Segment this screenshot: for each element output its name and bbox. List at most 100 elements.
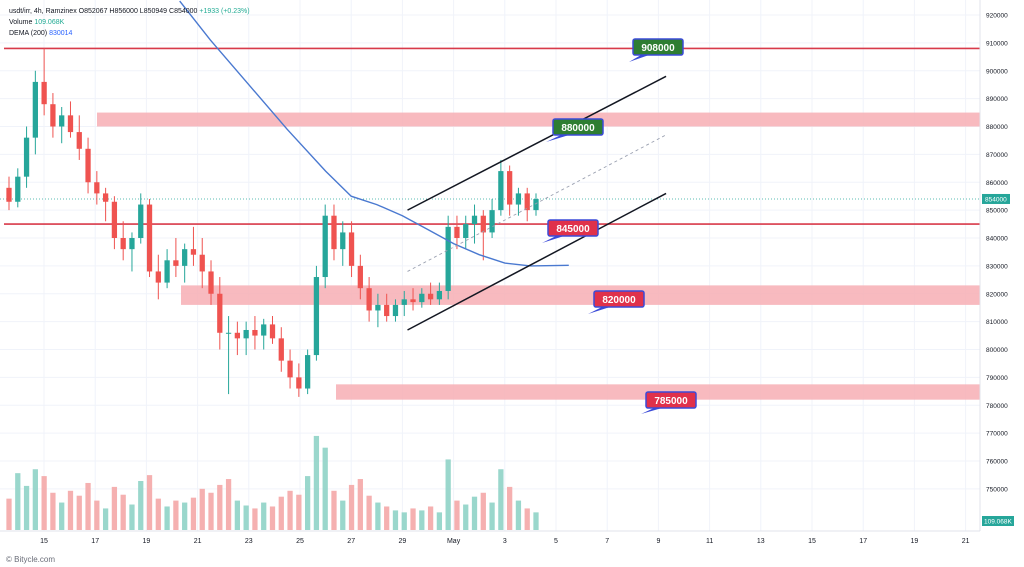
volume-bar	[331, 490, 337, 530]
volume-bar	[278, 496, 284, 530]
volume-bar	[76, 495, 82, 530]
candle-body	[410, 299, 416, 303]
level-label-box	[632, 38, 684, 56]
candle-body	[199, 254, 205, 272]
volume-bar	[23, 485, 30, 530]
volume-badge	[982, 516, 1014, 526]
candle-body	[138, 204, 144, 238]
candle-body	[401, 299, 407, 305]
volume-bar	[199, 488, 205, 530]
time-tick-label: May	[447, 538, 461, 545]
price-tick-label: 880000	[986, 124, 1008, 131]
candle-body	[76, 132, 82, 149]
candle-body	[85, 148, 91, 183]
candle-body	[313, 277, 320, 356]
time-tick-label: 19	[911, 538, 919, 545]
volume-bar	[454, 500, 460, 530]
volume-bar	[384, 506, 390, 530]
volume-bar	[261, 502, 267, 530]
level-label-pointer	[542, 236, 564, 243]
volume-bar	[120, 494, 126, 530]
price-tick-label: 860000	[986, 180, 1008, 187]
volume-bar	[173, 500, 179, 530]
price-tick-label: 750000	[986, 486, 1008, 493]
candle-body	[50, 104, 56, 127]
volume-bar	[129, 504, 135, 530]
time-axis[interactable]: 15 17 19 21 23 25 27 29 May 3 5 7 9 11 13 15 17 19 21	[40, 538, 969, 545]
volume-bar	[94, 500, 100, 530]
volume-bar	[313, 435, 320, 530]
legend-dema-row[interactable]: DEMA (200) 830014	[9, 28, 250, 39]
candle-body	[419, 293, 425, 303]
legend-dema-value: 830014	[49, 30, 73, 37]
price-axis[interactable]: 920000 910000 900000 890000 880000 870000 8600…	[982, 13, 1014, 527]
candle-body	[252, 329, 258, 336]
candle-body	[182, 249, 188, 266]
volume-bar	[304, 476, 311, 530]
time-tick-label: 19	[143, 538, 151, 545]
legend-symbol[interactable]: usdt/irr, 4h, Ramzinex	[9, 8, 77, 15]
channel-lower-line	[407, 192, 667, 331]
candle-body	[120, 238, 126, 250]
candle-body	[322, 215, 328, 278]
volume-bar	[146, 475, 153, 530]
time-tick-label: 15	[808, 538, 816, 545]
volume-bar	[340, 500, 346, 530]
candle-body	[41, 81, 47, 105]
candle-body	[146, 204, 153, 272]
volume-badge-text: 109.068K	[984, 519, 1012, 526]
candle-body	[67, 115, 74, 133]
candle-body	[480, 215, 486, 233]
volume-bar	[366, 495, 372, 530]
candle-body	[445, 226, 451, 291]
volume-bar	[480, 492, 486, 530]
volume-bar	[85, 482, 91, 530]
time-tick-label: 21	[194, 538, 202, 545]
watermark-footer: © Bitycle.com	[6, 555, 56, 564]
legend-volume-value: 109.068K	[34, 19, 65, 26]
legend-volume-row[interactable]: Volume 109.068K	[9, 17, 250, 28]
legend-close: C854000	[169, 8, 198, 15]
last-price-badge	[982, 193, 1010, 204]
candle-body	[102, 193, 109, 202]
price-tick-label: 780000	[986, 403, 1008, 410]
candle-body	[357, 265, 363, 289]
candle-body	[6, 187, 12, 202]
volume-bar	[59, 502, 65, 530]
time-tick-label: 23	[245, 538, 253, 545]
volume-bar	[375, 502, 381, 530]
candle-body	[225, 332, 232, 334]
candle-body	[427, 293, 434, 300]
time-tick-label: 13	[757, 538, 765, 545]
support-resistance-zone	[181, 285, 980, 305]
time-tick-label: 29	[399, 538, 407, 545]
volume-bar	[524, 508, 530, 530]
candle-body	[436, 290, 443, 300]
candle-body	[208, 271, 214, 294]
level-label-pointer	[641, 408, 662, 414]
volume-bars	[6, 435, 539, 530]
time-tick-label: 7	[605, 538, 609, 545]
volume-bar	[67, 490, 74, 530]
price-tick-label: 810000	[986, 319, 1008, 326]
legend-low: L850949	[139, 8, 168, 15]
candle-body	[515, 193, 522, 205]
candle-body	[287, 360, 293, 378]
volume-bar	[111, 486, 118, 530]
candle-body	[348, 232, 355, 266]
volume-bar	[445, 459, 451, 530]
candlesticks[interactable]	[6, 48, 539, 397]
price-tick-label: 910000	[986, 40, 1008, 47]
candle-body	[278, 338, 284, 361]
level-label-box	[645, 391, 697, 409]
volume-bar	[182, 502, 188, 530]
candle-body	[340, 232, 346, 250]
candle-body	[366, 288, 372, 311]
price-tick-label: 830000	[986, 263, 1008, 270]
candle-body	[59, 115, 65, 127]
price-tick-label: 920000	[986, 13, 1008, 20]
candle-body	[489, 210, 495, 233]
candle-body	[296, 377, 302, 389]
volume-bar	[436, 512, 443, 530]
